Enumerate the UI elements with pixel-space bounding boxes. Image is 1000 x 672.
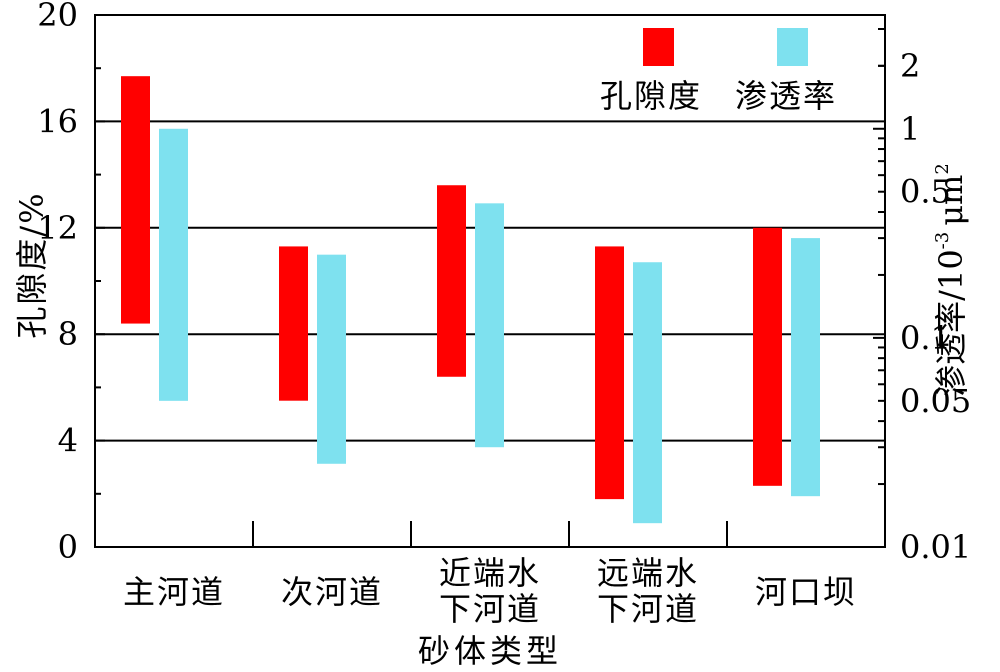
- y2-label-unit: μm: [932, 175, 970, 226]
- y2-tick-label: 1: [900, 110, 920, 148]
- x-tick-label-line: 远端水: [597, 554, 699, 592]
- left-axis-ticks: 0 4 8 12 16 20: [37, 0, 105, 566]
- x-tick-label: 河口坝: [755, 573, 857, 611]
- legend-label-porosity: 孔隙度: [600, 77, 702, 115]
- bar-permeability: [317, 254, 346, 464]
- y-tick-label: 4: [58, 422, 78, 460]
- x-tick-label-line: 主河道: [123, 573, 225, 611]
- legend-swatch-permeability: [777, 28, 808, 66]
- bar-porosity: [437, 185, 466, 377]
- legend-swatch-porosity: [643, 28, 674, 66]
- y-tick-label: 0: [58, 528, 78, 566]
- bar-porosity: [279, 246, 308, 401]
- y2-tick-label: 0.05: [900, 382, 971, 420]
- y-tick-label: 16: [37, 102, 78, 140]
- x-tick-label-line: 下河道: [439, 590, 541, 628]
- bar-permeability: [159, 128, 188, 401]
- y2-label-main: 渗透率/10: [932, 249, 970, 397]
- x-tick-label: 次河道: [281, 573, 383, 611]
- y-tick-label: 12: [37, 209, 78, 247]
- bar-permeability: [633, 262, 662, 524]
- bar-porosity: [753, 227, 782, 486]
- bars: [121, 76, 820, 524]
- bar-permeability: [475, 203, 504, 448]
- x-tick-label: 主河道: [123, 573, 225, 611]
- x-tick-label-line: 次河道: [281, 573, 383, 611]
- y2-axis-label: 渗透率/10-3 μm2: [932, 163, 970, 397]
- bar-porosity: [595, 246, 624, 500]
- y-tick-label: 8: [58, 315, 78, 353]
- y-axis-label: 孔隙度/%: [13, 191, 51, 338]
- x-tick-label-line: 河口坝: [755, 573, 857, 611]
- right-axis-ticks: 0.01 0.05 0.1 0.5 1 2: [873, 27, 971, 566]
- y2-label-unit-exp: 2: [932, 163, 953, 174]
- y2-label-exp: -3: [932, 232, 953, 250]
- x-axis-ticks: [252, 521, 728, 547]
- y2-tick-label: 0.1: [900, 319, 951, 357]
- legend: 孔隙度 渗透率: [600, 28, 837, 115]
- y2-tick-label: 0.5: [900, 173, 951, 211]
- x-tick-label-line: 近端水: [439, 554, 541, 592]
- y-tick-label: 20: [37, 0, 78, 34]
- bar-permeability: [791, 238, 820, 497]
- legend-label-permeability: 渗透率: [735, 77, 837, 115]
- bar-porosity: [121, 76, 150, 324]
- x-axis-label: 砂体类型: [418, 632, 562, 670]
- y2-tick-label: 0.01: [900, 528, 971, 566]
- y2-tick-label: 2: [900, 47, 920, 85]
- x-tick-label-line: 下河道: [597, 590, 699, 628]
